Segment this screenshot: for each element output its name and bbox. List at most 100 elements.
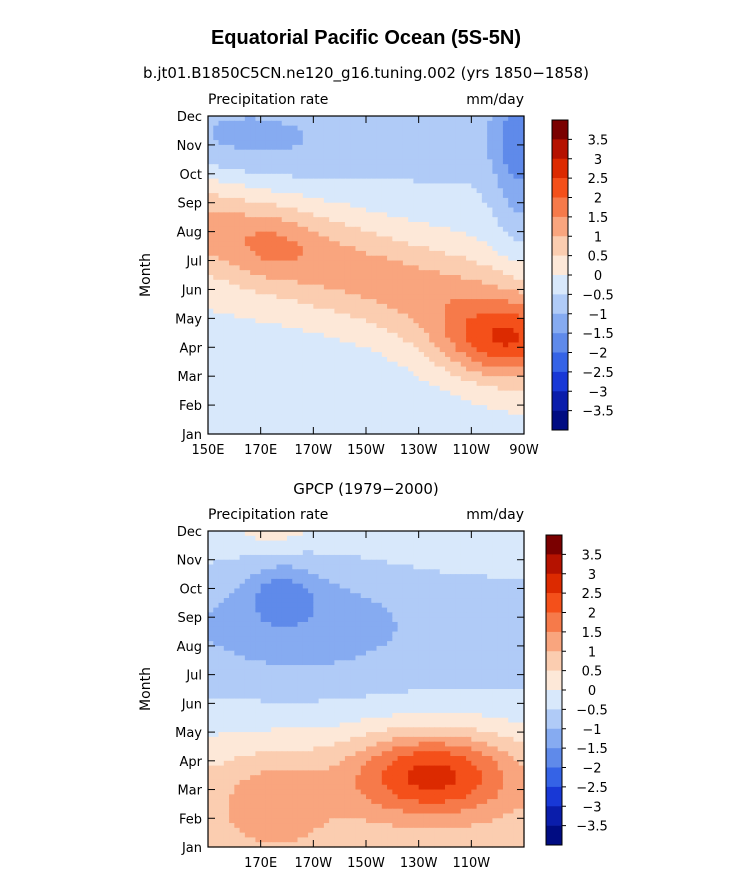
y-tick-label: Mar (177, 370, 202, 385)
y-tick-label: Apr (180, 755, 203, 770)
colorbar-swatch (552, 255, 568, 276)
x-tick-label: 110W (452, 856, 490, 871)
colorbar-label: 1.5 (582, 626, 603, 641)
panel-model-colorbar: 3.5 3 2.5 2 1.5 1 0.5 0 −0.5 −1 −1.5 −2 −2.5 −3 −3.5 (551, 119, 614, 431)
colorbar-swatch (552, 352, 568, 373)
y-tick-label: Sep (177, 611, 202, 626)
y-tick-label: May (175, 726, 202, 741)
colorbar-label: 3 (594, 153, 602, 168)
colorbar-label: 0.5 (588, 250, 609, 265)
y-tick-label: Feb (179, 812, 202, 827)
colorbar-swatch (552, 197, 568, 218)
colorbar-swatch (552, 178, 568, 198)
colorbar-swatch (546, 825, 562, 846)
colorbar-label: 1 (594, 230, 602, 245)
panel-obs-ylabel: Month (138, 667, 154, 711)
x-tick-label: 150W (347, 856, 385, 871)
colorbar-swatch (552, 410, 568, 431)
panel-model-y-axis: Jan Feb Mar Apr May Jun Jul Aug Sep Oct Nov Dec (175, 110, 524, 443)
colorbar-swatch (546, 651, 562, 671)
colorbar-swatch (552, 236, 568, 256)
colorbar-label: −1 (582, 723, 601, 738)
panel-model: b.jt01.B1850C5CN.ne120_g16.tuning.002 (y… (138, 64, 614, 458)
panel-obs: GPCP (1979−2000) Precipitation rate mm/d… (138, 480, 608, 871)
colorbar-swatch (546, 728, 562, 749)
x-tick-label: 130W (400, 443, 438, 458)
colorbar-swatch (546, 535, 562, 555)
colorbar-label: −2 (588, 347, 607, 362)
colorbar-label: −2 (582, 762, 601, 777)
colorbar-label: −3 (588, 385, 607, 400)
colorbar-label: 3 (588, 568, 596, 583)
colorbar-swatch (552, 313, 568, 334)
panel-obs-left-label: Precipitation rate (208, 507, 328, 523)
y-tick-label: Oct (180, 168, 202, 183)
y-tick-label: Jan (181, 841, 202, 856)
panel-model-x-axis: 150E 170E 170W 150W 130W 110W 90W (191, 116, 539, 458)
colorbar-label: −0.5 (582, 288, 614, 303)
panel-model-field (208, 116, 525, 435)
panel-obs-colorbar: 3.5 3 2.5 2 1.5 1 0.5 0 −0.5 −1 −1.5 −2 −2.5 −3 −3.5 (545, 534, 608, 846)
colorbar-swatch (546, 670, 562, 691)
x-tick-label: 170E (244, 856, 277, 871)
panel-model-title: b.jt01.B1850C5CN.ne120_g16.tuning.002 (y… (143, 64, 589, 83)
panel-obs-y-axis: Jan Feb Mar Apr May Jun Jul Aug Sep Oct Nov Dec (175, 525, 524, 856)
colorbar-label: 0 (594, 269, 602, 284)
panel-obs-title: GPCP (1979−2000) (293, 480, 439, 498)
colorbar-swatch (546, 786, 562, 807)
colorbar-label: 0.5 (582, 665, 603, 680)
colorbar-label: −1 (588, 308, 607, 323)
y-tick-label: Jul (185, 669, 202, 684)
x-tick-label: 130W (400, 856, 438, 871)
y-tick-label: Jul (185, 255, 202, 270)
x-tick-label: 150E (191, 443, 224, 458)
colorbar-swatch (552, 391, 568, 411)
figure-title: Equatorial Pacific Ocean (5S-5N) (211, 27, 521, 49)
colorbar-swatch (546, 806, 562, 826)
colorbar-swatch (546, 554, 562, 575)
y-tick-label: Oct (180, 582, 202, 597)
colorbar-label: 3.5 (588, 133, 609, 148)
y-tick-label: Nov (177, 139, 203, 154)
panel-obs-field (208, 531, 525, 848)
colorbar-swatch (552, 333, 568, 353)
colorbar-swatch (552, 294, 568, 315)
y-tick-label: Jan (181, 428, 202, 443)
colorbar-label: −3 (582, 800, 601, 815)
y-tick-label: Apr (180, 341, 203, 356)
colorbar-label: 2.5 (582, 587, 603, 602)
colorbar-label: −3.5 (582, 405, 614, 420)
colorbar-label: −2.5 (582, 366, 614, 381)
colorbar-swatch (546, 612, 562, 633)
panel-obs-x-axis: 170E 170W 150W 130W 110W (244, 531, 490, 871)
y-tick-label: Feb (179, 399, 202, 414)
panel-model-left-label: Precipitation rate (208, 92, 328, 108)
colorbar-label: 1.5 (588, 211, 609, 226)
colorbar-swatch (552, 371, 568, 392)
y-tick-label: May (175, 312, 202, 327)
y-tick-label: Nov (177, 554, 203, 569)
colorbar-label: −1.5 (576, 742, 608, 757)
y-tick-label: Jun (181, 283, 202, 298)
y-tick-label: Mar (177, 784, 202, 799)
x-tick-label: 170W (294, 856, 332, 871)
y-tick-label: Aug (177, 640, 202, 655)
x-tick-label: 170E (244, 443, 277, 458)
colorbar-swatch (546, 748, 562, 768)
colorbar-label: −0.5 (576, 703, 608, 718)
colorbar-swatch (546, 690, 562, 710)
colorbar-swatch (546, 593, 562, 613)
colorbar-swatch (546, 631, 562, 652)
colorbar-label: 2 (588, 607, 596, 622)
colorbar-label: 3.5 (582, 548, 603, 563)
colorbar-label: 0 (588, 684, 596, 699)
y-tick-label: Dec (177, 525, 202, 540)
colorbar-swatch (552, 120, 568, 140)
x-tick-label: 170W (294, 443, 332, 458)
colorbar-swatch (552, 275, 568, 295)
colorbar-swatch (552, 139, 568, 160)
y-tick-label: Jun (181, 697, 202, 712)
colorbar-swatch (546, 573, 562, 594)
colorbar-swatch (552, 158, 568, 179)
